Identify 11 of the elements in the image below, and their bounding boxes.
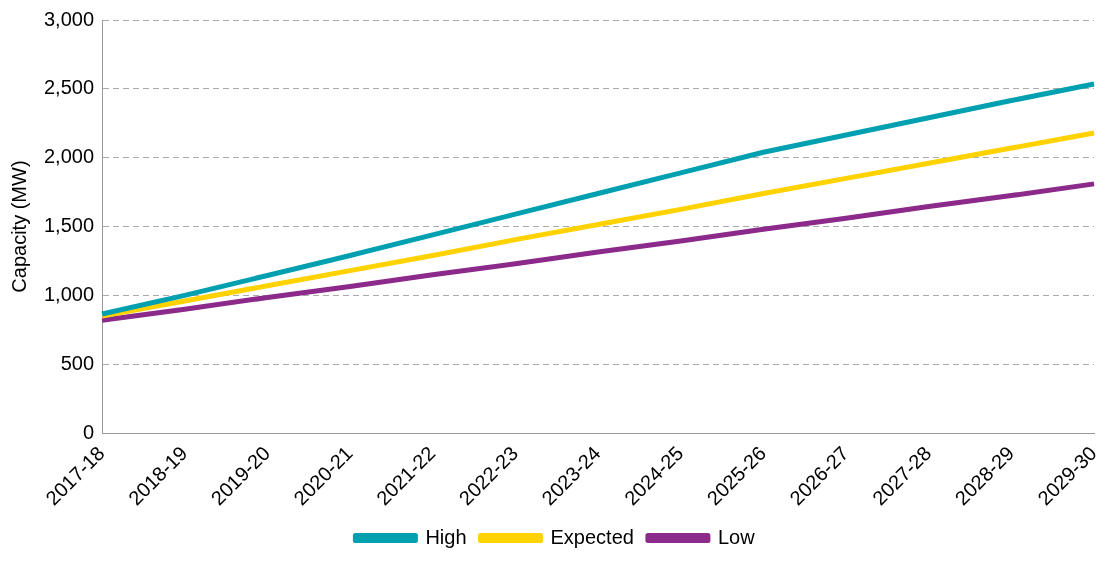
y-axis-title: Capacity (MW) <box>7 160 30 293</box>
y-tick-label: 2,000 <box>43 145 95 168</box>
legend-label: High <box>425 525 467 548</box>
y-tick-label: 3,000 <box>43 7 95 30</box>
y-tick-label: 500 <box>60 351 95 374</box>
legend-label: Expected <box>550 525 634 548</box>
y-tick-label: 1,000 <box>43 282 95 305</box>
y-tick-label: 2,500 <box>43 76 95 99</box>
y-tick-label: 1,500 <box>43 214 95 237</box>
y-tick-label: 0 <box>82 420 95 443</box>
legend-label: Low <box>717 525 756 548</box>
